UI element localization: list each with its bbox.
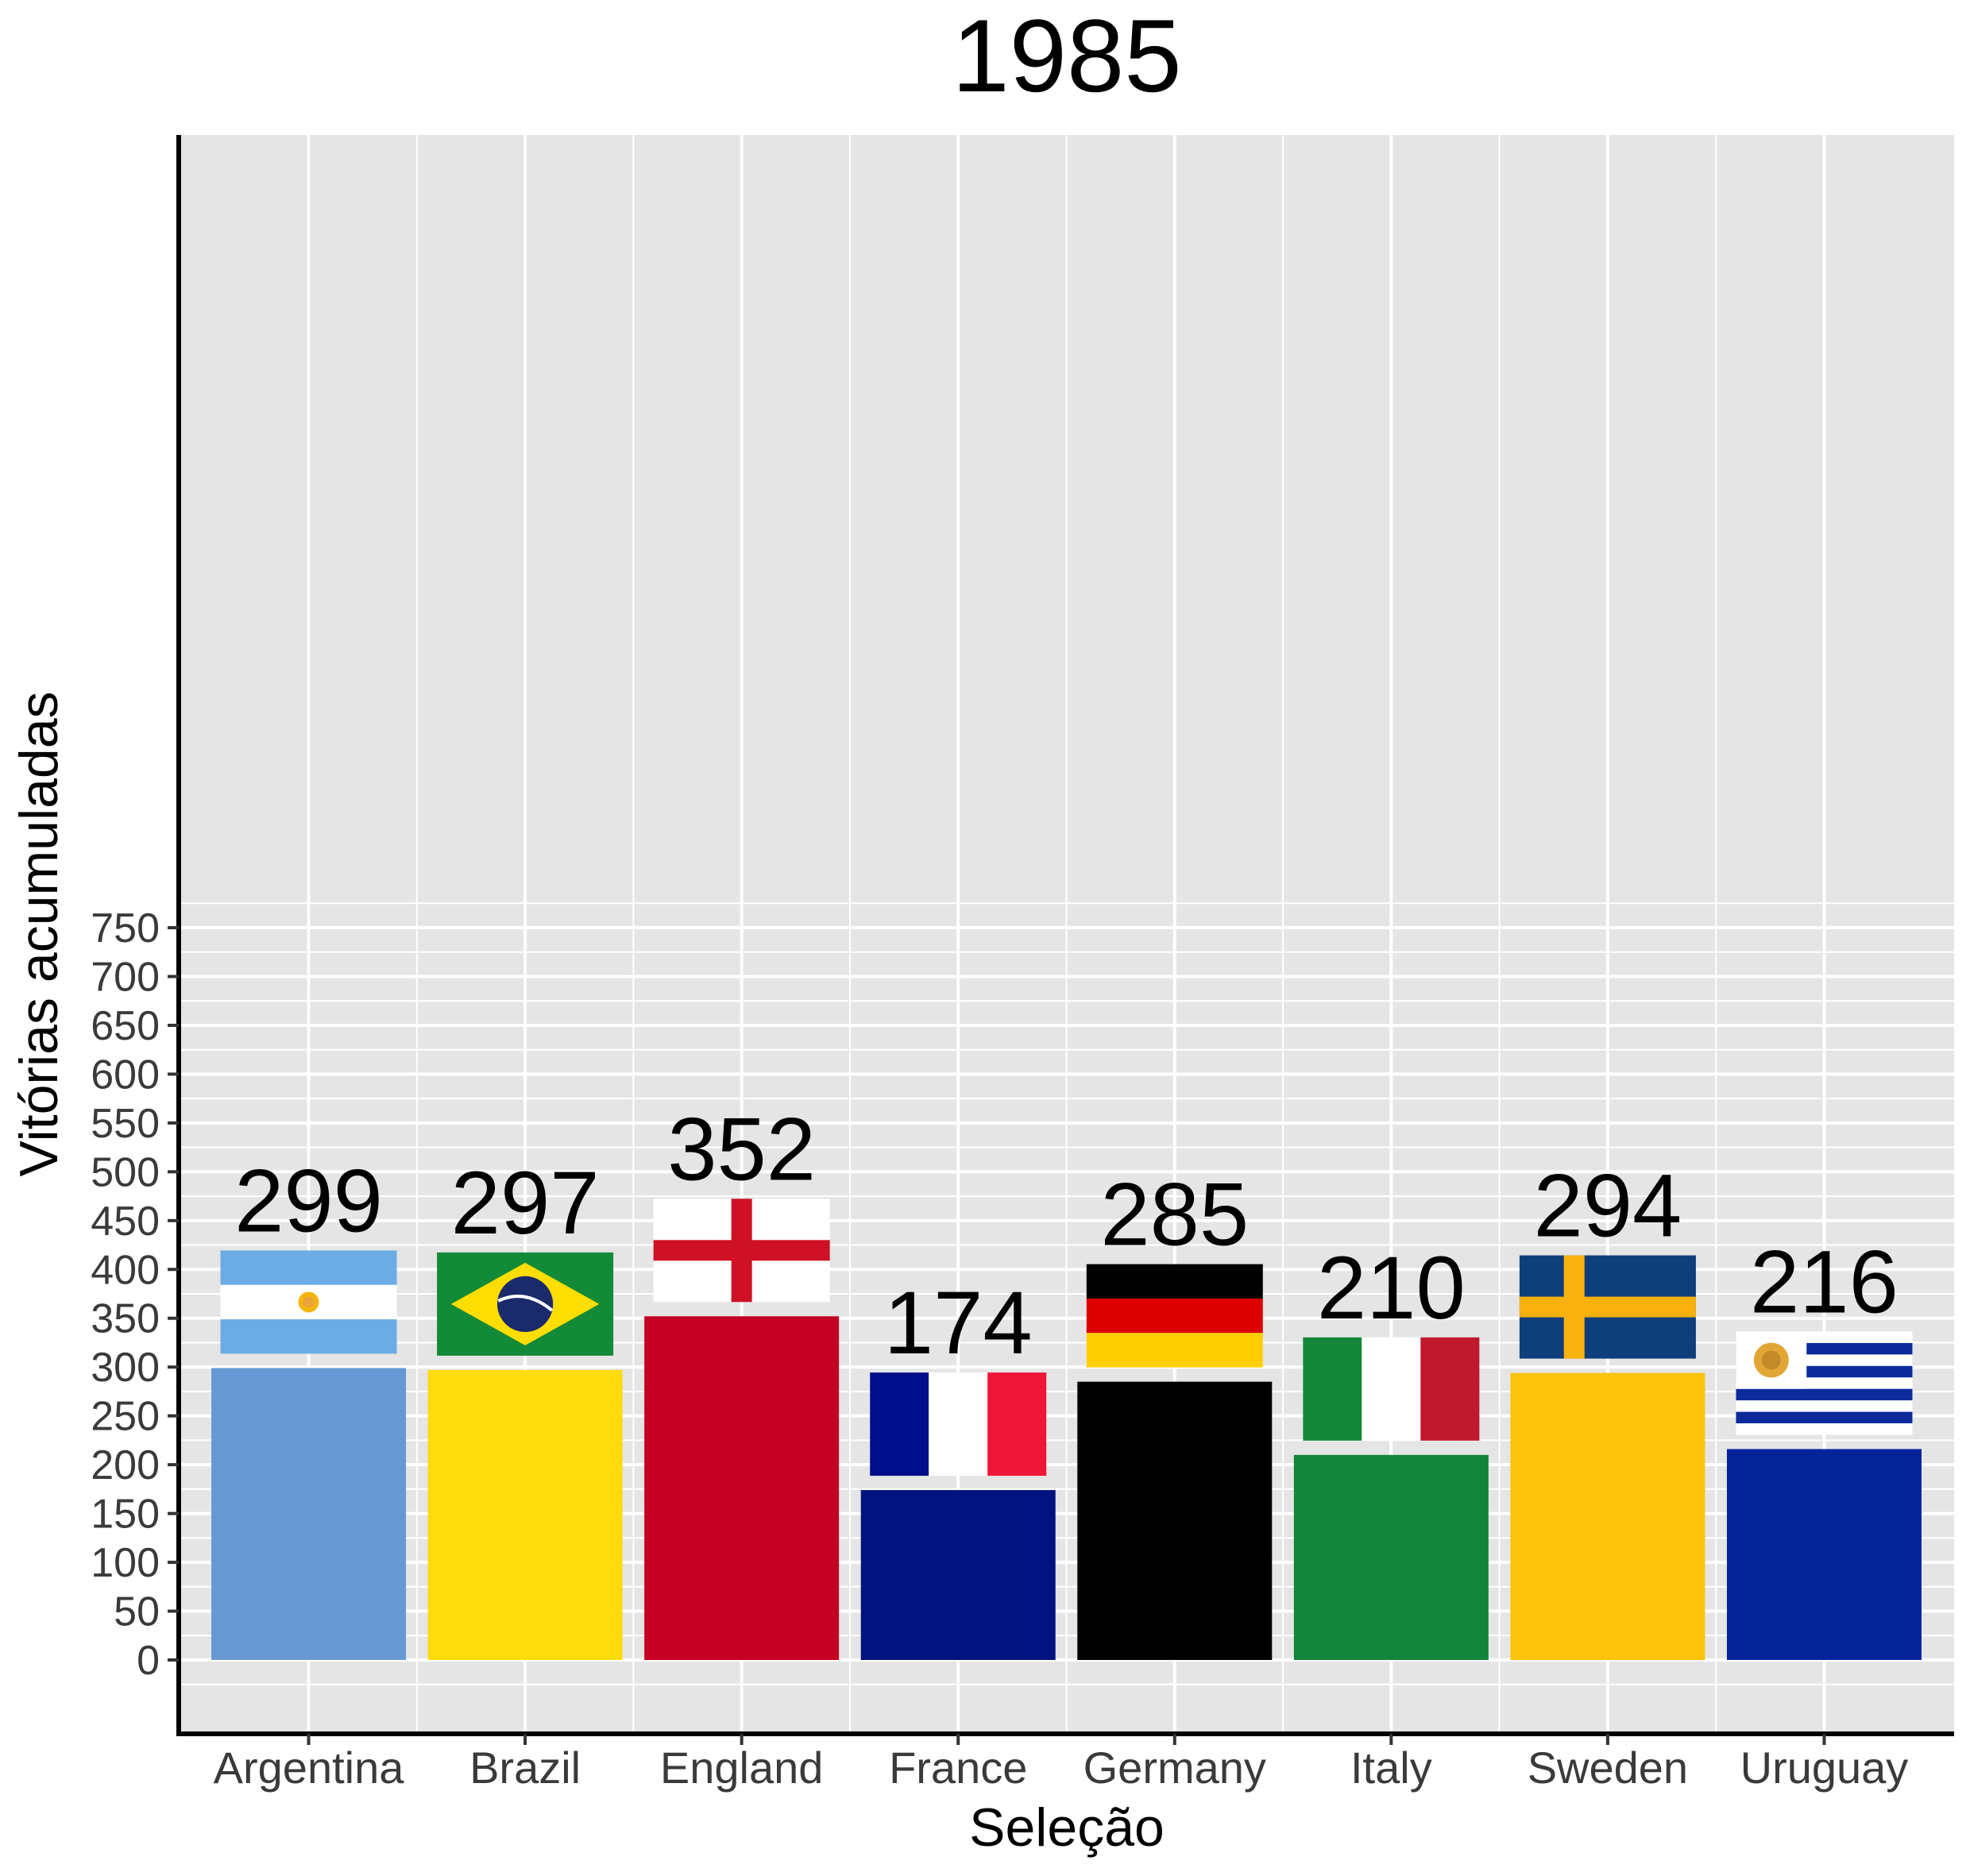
flag-part xyxy=(496,1276,554,1332)
uruguay-flag xyxy=(1736,1331,1913,1435)
flag-part xyxy=(1736,1388,1913,1401)
y-axis-ticks: 0501001502002503003504004505005506006507… xyxy=(91,905,179,1684)
bar-uruguay xyxy=(1726,1449,1922,1660)
y-tick-label: 300 xyxy=(91,1345,160,1391)
flag-part xyxy=(1086,1298,1263,1334)
bar-value-label: 174 xyxy=(884,1273,1033,1372)
bars-layer xyxy=(211,1316,1922,1660)
x-axis-title: Seleção xyxy=(969,1797,1165,1858)
x-tick-label: Sweden xyxy=(1528,1743,1688,1793)
flag-part xyxy=(1420,1337,1480,1441)
bar-argentina xyxy=(211,1368,407,1660)
flag-part xyxy=(220,1250,397,1285)
x-tick-label: France xyxy=(889,1743,1027,1793)
flag-part xyxy=(303,1296,315,1308)
y-tick-label: 150 xyxy=(91,1492,160,1538)
bar-france xyxy=(860,1490,1056,1660)
bar-value-label: 210 xyxy=(1317,1238,1466,1338)
flag-part xyxy=(1563,1255,1585,1359)
x-tick-label: Italy xyxy=(1350,1743,1432,1793)
y-tick-label: 100 xyxy=(91,1540,160,1586)
bar-england xyxy=(644,1316,840,1660)
y-axis-title: Vitórias acumuladas xyxy=(9,691,69,1176)
y-tick-label: 350 xyxy=(91,1296,160,1342)
flag-part xyxy=(987,1372,1047,1476)
flag-part xyxy=(1362,1337,1421,1441)
x-tick-label: Brazil xyxy=(469,1743,581,1793)
y-tick-label: 250 xyxy=(91,1394,160,1440)
y-tick-label: 200 xyxy=(91,1442,160,1488)
y-tick-label: 750 xyxy=(91,905,160,952)
england-flag xyxy=(653,1199,830,1303)
flag-part xyxy=(1086,1264,1263,1299)
y-tick-label: 450 xyxy=(91,1199,160,1245)
france-flag xyxy=(870,1372,1047,1476)
x-tick-label: Argentina xyxy=(214,1743,405,1793)
x-tick-label: Uruguay xyxy=(1740,1743,1909,1793)
bar-value-label: 297 xyxy=(451,1153,600,1253)
x-tick-label: England xyxy=(660,1743,824,1793)
flag-part xyxy=(497,1295,554,1312)
y-tick-label: 500 xyxy=(91,1149,160,1195)
bar-value-label: 216 xyxy=(1750,1232,1899,1331)
chart-title: 1985 xyxy=(952,0,1181,114)
bar-labels-layer: 299 297 352 174 285 210 294 216 xyxy=(234,1099,1899,1372)
bar-value-label: 299 xyxy=(234,1151,383,1250)
y-tick-label: 600 xyxy=(91,1052,160,1098)
bar-germany xyxy=(1077,1381,1273,1660)
x-tick-label: Germany xyxy=(1084,1743,1266,1793)
y-tick-label: 700 xyxy=(91,954,160,1000)
flag-part xyxy=(1761,1350,1781,1370)
flag-part xyxy=(1086,1333,1263,1368)
sweden-flag xyxy=(1519,1255,1696,1359)
bar-italy xyxy=(1293,1454,1489,1660)
bar-value-label: 352 xyxy=(667,1099,816,1199)
italy-flag xyxy=(1303,1337,1480,1441)
y-tick-label: 400 xyxy=(91,1247,160,1293)
flag-part xyxy=(929,1372,988,1476)
brazil-flag xyxy=(437,1252,614,1356)
flag-part xyxy=(870,1372,929,1476)
germany-flag xyxy=(1086,1264,1263,1368)
bar-value-label: 285 xyxy=(1100,1165,1249,1264)
x-axis-ticks: Argentina Brazil England France Germany Italy… xyxy=(214,1734,1909,1793)
y-tick-label: 0 xyxy=(137,1638,160,1684)
flags-layer xyxy=(220,1199,1913,1476)
y-tick-label: 550 xyxy=(91,1101,160,1147)
flag-part xyxy=(220,1319,397,1354)
flag-part xyxy=(731,1199,752,1303)
flag-part xyxy=(1303,1337,1362,1441)
argentina-flag xyxy=(220,1250,397,1354)
flag-part xyxy=(1736,1411,1913,1424)
flag-part xyxy=(1519,1296,1696,1318)
bar-value-label: 294 xyxy=(1533,1156,1682,1256)
y-tick-label: 650 xyxy=(91,1003,160,1049)
y-tick-label: 50 xyxy=(114,1589,160,1635)
bar-sweden xyxy=(1510,1372,1705,1660)
bar-brazil xyxy=(427,1369,623,1660)
